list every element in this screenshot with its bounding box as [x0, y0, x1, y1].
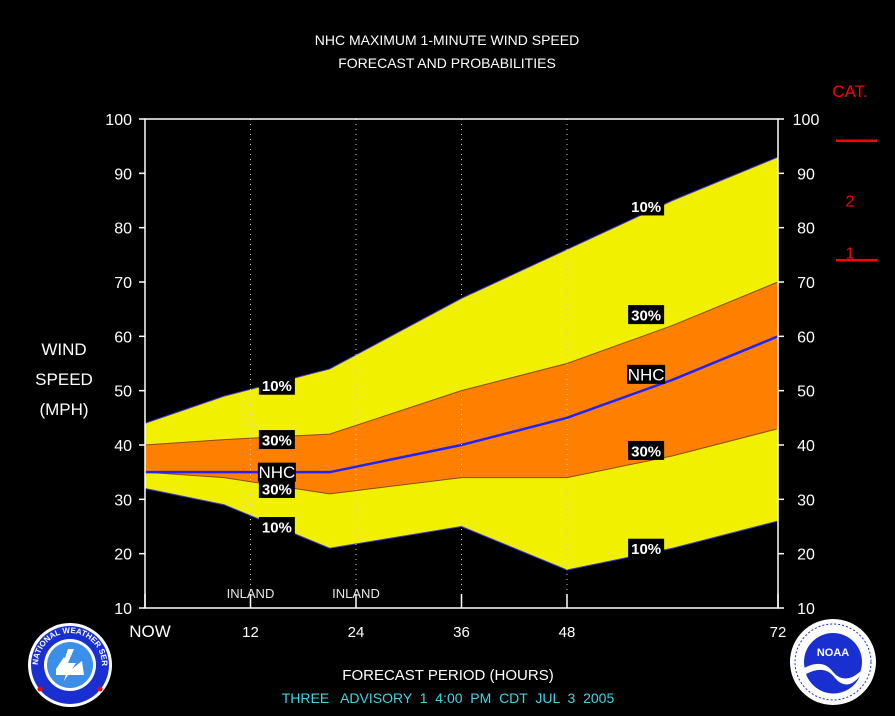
series-line-lower_10 — [144, 487, 779, 571]
noaa-logo-text: NOAA — [817, 647, 849, 659]
noaa-logo: NOAA — [790, 619, 876, 705]
band-30-percent — [145, 282, 778, 494]
series-line-upper_10 — [144, 156, 779, 424]
band-label: 10% — [628, 538, 665, 558]
y-tick-label-right: 30 — [797, 492, 815, 509]
y-axis-label-1: WIND — [41, 340, 86, 359]
band-label-text: 30% — [631, 443, 661, 460]
x-tick-label: 12 — [242, 624, 259, 641]
band-label-text: 30% — [631, 308, 661, 325]
y-tick-label-left: 50 — [114, 384, 132, 401]
y-tick-label-right: 70 — [797, 275, 815, 292]
series-line-lower_30 — [144, 428, 779, 495]
y-axis-label-2: SPEED — [35, 370, 93, 389]
y-tick-label-right: 90 — [797, 166, 815, 183]
band-label-box — [258, 430, 295, 450]
band-label-text: 30% — [262, 481, 292, 498]
band-label-box — [628, 538, 665, 558]
category-header: CAT. — [832, 82, 868, 101]
band-label: 30% — [628, 305, 665, 325]
band-label-text: NHC — [628, 365, 665, 384]
band-label-text: NHC — [258, 463, 295, 482]
band-label-box — [258, 478, 295, 498]
band-label: NHC — [257, 462, 296, 482]
chart-title-line2: FORECAST AND PROBABILITIES — [338, 55, 556, 71]
y-tick-label-right: 80 — [797, 221, 815, 238]
band-label: 30% — [628, 440, 665, 460]
inland-annotation: INLAND — [227, 586, 275, 601]
band-label: 10% — [258, 375, 295, 395]
band-label: NHC — [627, 364, 666, 384]
y-axis-label-3: (MPH) — [39, 400, 88, 419]
band-label-box — [628, 305, 665, 325]
band-label-box — [258, 375, 295, 395]
band-label-box — [628, 196, 665, 216]
y-tick-label-left: 90 — [114, 166, 132, 183]
x-tick-label: 24 — [348, 624, 365, 641]
x-tick-label: 36 — [453, 624, 470, 641]
category-label: 1 — [846, 245, 855, 262]
x-tick-label: 72 — [770, 624, 787, 641]
y-tick-label-right: 100 — [793, 112, 820, 129]
band-label-box — [627, 364, 666, 384]
band-label: 10% — [628, 196, 665, 216]
y-tick-label-left: 10 — [114, 601, 132, 618]
band-label-text: 10% — [631, 541, 661, 558]
band-label: 30% — [258, 478, 295, 498]
category-label: 2 — [846, 194, 855, 211]
y-tick-label-left: 40 — [114, 438, 132, 455]
band-label-text: 30% — [262, 433, 292, 450]
plot-area: 10 10 20 20 30 30 40 40 50 50 60 60 70 70 80 80 90 90 100 1… — [105, 112, 877, 641]
y-tick-label-left: 20 — [114, 547, 132, 564]
band-label-box — [628, 440, 665, 460]
chart-title-line1: NHC MAXIMUM 1-MINUTE WIND SPEED — [315, 32, 579, 48]
inland-annotation: INLAND — [332, 586, 380, 601]
y-tick-label-left: 80 — [114, 221, 132, 238]
y-tick-label-right: 60 — [797, 329, 815, 346]
band-label-text: 10% — [631, 199, 661, 216]
y-tick-label-right: 50 — [797, 384, 815, 401]
y-tick-label-left: 70 — [114, 275, 132, 292]
band-label: 30% — [258, 430, 295, 450]
x-axis-label: FORECAST PERIOD (HOURS) — [342, 667, 553, 684]
y-tick-label-right: 10 — [797, 601, 815, 618]
y-tick-label-left: 30 — [114, 492, 132, 509]
advisory-text: THREE ADVISORY 1 4:00 PM CDT JUL 3 2005 — [282, 690, 615, 706]
series-line-upper_30 — [144, 281, 779, 446]
x-tick-label: NOW — [129, 622, 171, 641]
y-tick-label-left: 100 — [105, 112, 132, 129]
y-tick-label-right: 40 — [797, 438, 815, 455]
band-label: 10% — [258, 517, 295, 537]
band-label-text: 10% — [262, 378, 292, 395]
band-label-text: 10% — [262, 520, 292, 537]
y-tick-label-right: 20 — [797, 547, 815, 564]
band-label-box — [257, 462, 296, 482]
nws-logo: NATIONAL WEATHER SERVICE — [28, 623, 112, 707]
x-tick-label: 48 — [559, 624, 576, 641]
band-label-box — [258, 517, 295, 536]
y-tick-label-left: 60 — [114, 329, 132, 346]
